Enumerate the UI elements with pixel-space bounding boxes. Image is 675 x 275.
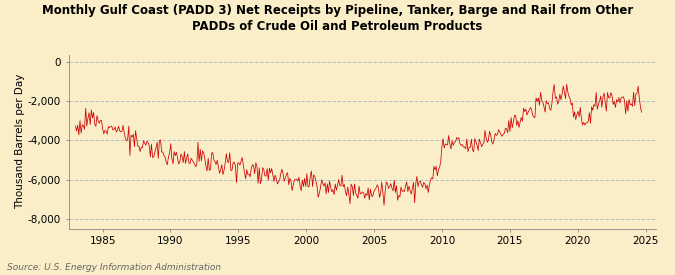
Text: Monthly Gulf Coast (PADD 3) Net Receipts by Pipeline, Tanker, Barge and Rail fro: Monthly Gulf Coast (PADD 3) Net Receipts… xyxy=(42,4,633,33)
Y-axis label: Thousand Barrels per Day: Thousand Barrels per Day xyxy=(15,74,25,210)
Text: Source: U.S. Energy Information Administration: Source: U.S. Energy Information Administ… xyxy=(7,263,221,272)
